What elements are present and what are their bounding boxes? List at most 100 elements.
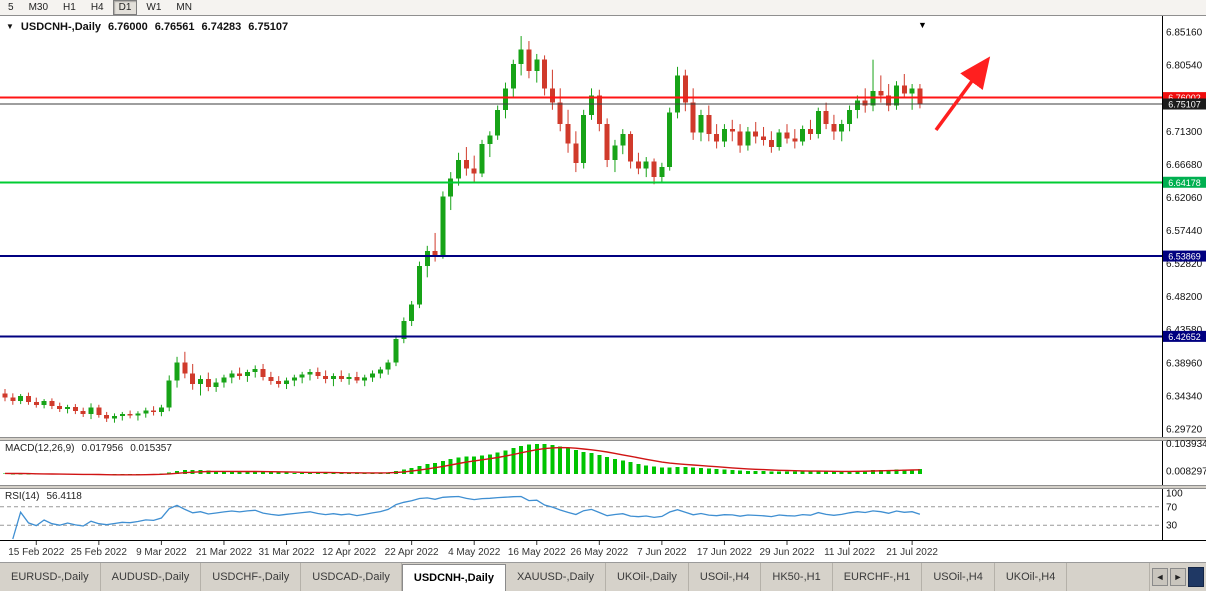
candlestick: [330, 373, 336, 387]
symbol-tab-usoil-h4[interactable]: USOil-,H4: [922, 563, 995, 591]
candlestick: [557, 88, 563, 132]
candlestick: [542, 55, 548, 96]
price-axis-label: 6.80540: [1166, 61, 1203, 72]
symbol-tab-ukoil-daily[interactable]: UKOil-,Daily: [606, 563, 689, 591]
candlestick: [2, 389, 8, 402]
candlestick: [346, 373, 352, 385]
date-label: 16 May 2022: [508, 547, 566, 558]
tab-scroll-left-button[interactable]: ◄: [1152, 568, 1168, 586]
candlestick: [57, 402, 63, 412]
candlestick: [268, 371, 274, 385]
price-chart[interactable]: ▼ 6.85160 6.80540 6.71300 6.66680 6.62060 6.57…: [0, 16, 1206, 562]
candles-group: [2, 36, 923, 423]
candlestick: [25, 392, 31, 405]
timeframe-button-w1[interactable]: W1: [140, 0, 167, 15]
chart-dropdown-icon[interactable]: ▼: [6, 22, 14, 31]
chart-shift-marker-icon[interactable]: ▼: [918, 20, 927, 30]
candlestick: [244, 369, 250, 382]
candlestick: [502, 82, 508, 119]
date-label: 29 Jun 2022: [759, 547, 814, 558]
candlestick: [135, 411, 141, 421]
timeframe-button-5[interactable]: 5: [2, 0, 20, 15]
macd-signal-line: [4, 446, 920, 476]
timeframe-button-h4[interactable]: H4: [85, 0, 110, 15]
chart-area[interactable]: ▼ 6.85160 6.80540 6.71300 6.66680 6.62060 6.57…: [0, 16, 1206, 562]
timeframe-button-h1[interactable]: H1: [57, 0, 82, 15]
candlestick: [675, 66, 681, 119]
symbol-tab-eurchf-h1[interactable]: EURCHF-,H1: [833, 563, 923, 591]
candlestick: [119, 411, 125, 421]
price-badge-text: 6.75107: [1168, 100, 1201, 110]
candlestick: [745, 126, 751, 151]
panel-divider[interactable]: [0, 485, 1206, 489]
candlestick: [487, 131, 493, 158]
symbol-tab-xauusd-daily[interactable]: XAUUSD-,Daily: [506, 563, 606, 591]
candlestick: [174, 356, 180, 388]
date-label: 31 Mar 2022: [258, 547, 315, 558]
price-badge: [1163, 176, 1206, 188]
candlestick: [10, 393, 16, 405]
candlestick: [182, 351, 188, 379]
candlestick: [166, 375, 172, 412]
symbol-tab-usdcad-daily[interactable]: USDCAD-,Daily: [301, 563, 402, 591]
rsi-axis-label: 70: [1166, 502, 1178, 513]
timeframe-button-m30[interactable]: M30: [23, 0, 54, 15]
candlestick: [612, 139, 618, 173]
candlestick: [88, 403, 94, 420]
candlestick: [323, 370, 329, 384]
candlestick: [104, 411, 110, 422]
price-badge: [1163, 92, 1206, 104]
candlestick: [370, 370, 376, 382]
candlestick: [307, 368, 313, 381]
symbol-tab-usdcnh-daily[interactable]: USDCNH-,Daily: [401, 564, 506, 591]
candlestick: [549, 69, 555, 110]
price-axis-label: 6.66680: [1166, 160, 1203, 171]
symbol-tab-audusd-daily[interactable]: AUDUSD-,Daily: [101, 563, 202, 591]
candlestick: [815, 107, 821, 139]
candlestick: [635, 152, 641, 175]
symbol-tab-hk50-h1[interactable]: HK50-,H1: [761, 563, 833, 591]
candlestick: [471, 155, 477, 183]
candlestick: [463, 147, 469, 176]
timeframe-button-mn[interactable]: MN: [170, 0, 198, 15]
candlestick: [768, 131, 774, 153]
candlestick: [854, 95, 860, 119]
price-axis-label: 6.57440: [1166, 226, 1203, 237]
candlestick: [628, 131, 634, 169]
candlestick: [721, 124, 727, 148]
candlestick: [847, 105, 853, 132]
timeframe-toolbar: 5 M30 H1 H4 D1 W1 MN: [0, 0, 1206, 16]
date-label: 17 Jun 2022: [697, 547, 752, 558]
candlestick: [416, 261, 422, 309]
candlestick: [792, 129, 798, 149]
candlestick: [643, 157, 649, 178]
candlestick: [221, 374, 227, 388]
panel-divider[interactable]: [0, 437, 1206, 441]
date-label: 15 Feb 2022: [8, 547, 65, 558]
candlestick: [862, 88, 868, 113]
date-label: 21 Jul 2022: [886, 547, 938, 558]
candlestick: [620, 129, 626, 155]
price-axis-label: 6.29720: [1166, 424, 1203, 435]
symbol-tab-ukoil-h4[interactable]: UKOil-,H4: [995, 563, 1068, 591]
symbol-tab-usoil-h4[interactable]: USOil-,H4: [689, 563, 762, 591]
candlestick: [377, 366, 383, 379]
symbol-tab-eurusd-daily[interactable]: EURUSD-,Daily: [0, 563, 101, 591]
tab-scroll-right-button[interactable]: ►: [1170, 568, 1186, 586]
corner-widget[interactable]: [1188, 567, 1204, 587]
symbol-tab-usdchf-daily[interactable]: USDCHF-,Daily: [201, 563, 302, 591]
candlestick: [198, 375, 203, 396]
candlestick: [479, 139, 485, 178]
trend-arrow-annotation[interactable]: [934, 56, 991, 132]
timeframe-button-d1[interactable]: D1: [112, 0, 138, 15]
price-badge-text: 6.64178: [1168, 178, 1201, 188]
candlestick: [776, 129, 782, 151]
candlestick: [190, 363, 196, 390]
candlestick: [41, 399, 47, 409]
candlestick: [315, 367, 321, 380]
date-label: 7 Jun 2022: [637, 547, 687, 558]
candlestick: [901, 73, 907, 99]
candlestick: [784, 124, 790, 144]
candlestick: [831, 114, 837, 140]
